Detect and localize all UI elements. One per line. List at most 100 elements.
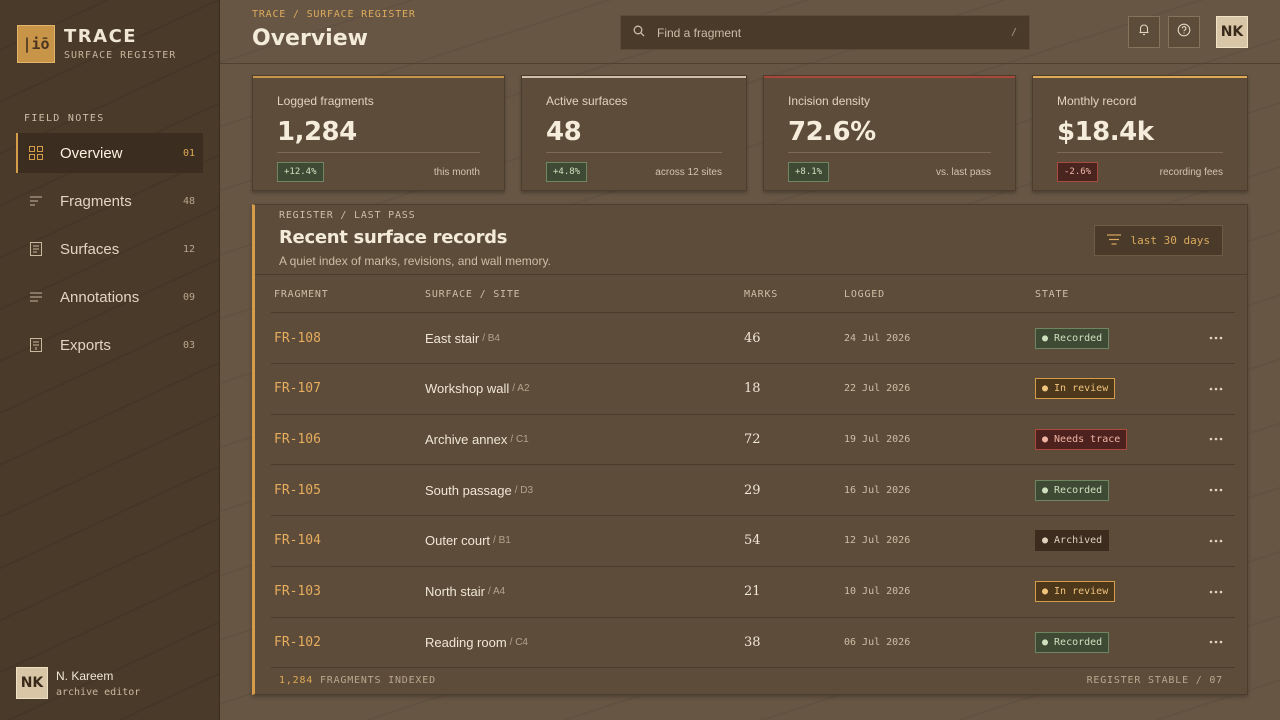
sidebar: |iō TRACE SURFACE REGISTER FIELD NOTES O… — [0, 0, 220, 720]
fragment-id-link[interactable]: FR-105 — [274, 482, 321, 498]
page-title: Overview — [252, 26, 368, 51]
row-more-button[interactable] — [1207, 516, 1225, 566]
status-badge: ● Recorded — [1035, 631, 1110, 653]
stat-card-active-surfaces: Active surfaces 48 +4.8% across 12 sites — [521, 75, 747, 191]
surface-name: Reading room — [425, 634, 507, 650]
sidebar-item-annotations[interactable]: Annotations 09 — [16, 277, 203, 317]
surface-name: Workshop wall — [425, 381, 510, 397]
status-badge: ● Recorded — [1035, 479, 1110, 501]
brand[interactable]: |iō TRACE SURFACE REGISTER — [17, 25, 176, 63]
column-header-surface[interactable]: SURFACE / SITE — [425, 289, 521, 300]
row-more-button[interactable] — [1207, 364, 1225, 414]
account-avatar[interactable]: NK — [1216, 16, 1248, 48]
sidebar-item-label: Surfaces — [60, 240, 120, 258]
state-cell: ● In review — [1035, 567, 1116, 617]
surface-cell: South passage / D3 — [425, 465, 533, 515]
card-accent — [522, 76, 746, 78]
marks-count: 38 — [744, 634, 761, 650]
sidebar-item-surfaces[interactable]: Surfaces 12 — [16, 229, 203, 269]
table-row[interactable]: FR-105 South passage / D3 29 16 Jul 2026 ● Re… — [271, 465, 1235, 517]
sidebar-item-count: 09 — [182, 291, 195, 303]
state-cell: ● Recorded — [1035, 313, 1110, 363]
stat-value: 1,284 — [277, 117, 357, 147]
row-more-button[interactable] — [1207, 617, 1225, 667]
surface-name: Archive annex — [425, 431, 508, 447]
sidebar-item-overview[interactable]: Overview 01 — [16, 133, 203, 173]
register-status: REGISTER STABLE / 07 — [1086, 675, 1223, 686]
marks-count: 29 — [744, 482, 761, 498]
fragment-id-link[interactable]: FR-106 — [274, 431, 321, 447]
indexed-label: FRAGMENTS INDEXED — [319, 675, 436, 686]
sidebar-item-count: 03 — [182, 339, 195, 351]
site-code: / B1 — [493, 535, 511, 547]
logged-date: 19 Jul 2026 — [844, 433, 911, 445]
fragment-id-link[interactable]: FR-102 — [274, 634, 321, 650]
lines-icon — [28, 289, 44, 305]
site-code: / B4 — [482, 332, 500, 344]
status-badge: ● In review — [1035, 581, 1116, 602]
user-profile[interactable]: NK N. Kareem archive editor — [16, 667, 140, 699]
brand-title: TRACE — [64, 26, 138, 47]
fragment-id-link[interactable]: FR-107 — [274, 381, 321, 397]
stat-note: this month — [433, 166, 480, 178]
notifications-button[interactable] — [1128, 16, 1160, 48]
stat-card-monthly-record: Monthly record $18.4k -2.6% recording fe… — [1032, 75, 1248, 191]
stat-label: Active surfaces — [546, 94, 628, 108]
surface-cell: Reading room / C4 — [425, 617, 528, 667]
card-accent — [1033, 76, 1247, 78]
surface-cell: East stair / B4 — [425, 313, 500, 363]
fragment-id-link[interactable]: FR-104 — [274, 533, 321, 549]
table-row[interactable]: FR-102 Reading room / C4 38 06 Jul 2026 ● Rec… — [271, 617, 1235, 669]
site-code: / C1 — [510, 433, 529, 445]
stat-label: Monthly record — [1057, 94, 1137, 108]
state-cell: ● Recorded — [1035, 465, 1110, 515]
panel-footer: 1,284 FRAGMENTS INDEXED REGISTER STABLE … — [279, 675, 1223, 686]
stat-delta: -2.6% — [1057, 162, 1099, 182]
logged-date: 22 Jul 2026 — [844, 383, 911, 395]
date-filter-button[interactable]: last 30 days — [1093, 225, 1223, 256]
nav-section-label: FIELD NOTES — [24, 113, 105, 124]
stat-value: 48 — [546, 117, 582, 147]
stat-note: vs. last pass — [935, 166, 991, 178]
state-cell: ● In review — [1035, 364, 1116, 414]
search-box[interactable]: / — [620, 15, 1030, 50]
surface-name: North stair — [425, 584, 485, 599]
records-panel: REGISTER / LAST PASS Recent surface reco… — [252, 204, 1248, 695]
help-button[interactable] — [1168, 16, 1200, 48]
stat-card-logged-fragments: Logged fragments 1,284 +12.4% this month — [252, 75, 505, 191]
marks-count: 54 — [744, 533, 761, 549]
sidebar-item-label: Annotations — [60, 288, 140, 306]
site-code: / D3 — [514, 484, 534, 496]
column-header-state[interactable]: STATE — [1035, 289, 1070, 300]
table-row[interactable]: FR-106 Archive annex / C1 72 19 Jul 2026 ● Ne… — [271, 414, 1235, 466]
fragment-id-link[interactable]: FR-103 — [274, 584, 321, 599]
column-header-marks[interactable]: MARKS — [744, 289, 779, 300]
table-row[interactable]: FR-107 Workshop wall / A2 18 22 Jul 2026 ● In… — [271, 364, 1235, 415]
marks-count: 21 — [744, 584, 761, 599]
sidebar-nav: Overview 01 Fragments 48 Surfaces 12 Ann… — [16, 133, 203, 373]
column-header-logged[interactable]: LOGGED — [844, 289, 885, 300]
row-more-button[interactable] — [1207, 313, 1225, 363]
search-input[interactable] — [657, 25, 1011, 40]
surface-cell: Archive annex / C1 — [425, 414, 529, 464]
document-icon — [28, 241, 44, 257]
row-more-button[interactable] — [1207, 567, 1225, 617]
user-role: archive editor — [56, 686, 141, 698]
fragments-list-icon — [28, 193, 44, 209]
fragment-id-link[interactable]: FR-108 — [274, 330, 321, 346]
marks-count: 18 — [744, 381, 761, 397]
column-header-fragment[interactable]: FRAGMENT — [274, 289, 329, 300]
panel-breadcrumb: REGISTER / LAST PASS — [279, 210, 416, 221]
table-row[interactable]: FR-108 East stair / B4 46 24 Jul 2026 ● Recor… — [271, 313, 1235, 364]
sidebar-item-exports[interactable]: Exports 03 — [16, 325, 203, 365]
table-row[interactable]: FR-104 Outer court / B1 54 12 Jul 2026 ● Arch… — [271, 516, 1235, 567]
row-more-button[interactable] — [1207, 414, 1225, 464]
table-row[interactable]: FR-103 North stair / A4 21 10 Jul 2026 ● In r… — [271, 567, 1235, 618]
more-horizontal-icon — [1209, 539, 1223, 543]
surface-name: Outer court — [425, 533, 491, 549]
search-shortcut: / — [1010, 27, 1017, 38]
sidebar-item-fragments[interactable]: Fragments 48 — [16, 181, 203, 221]
row-more-button[interactable] — [1207, 465, 1225, 515]
status-badge: ● In review — [1035, 378, 1116, 400]
main-content: TRACE / SURFACE REGISTER Overview / NK L… — [220, 0, 1280, 720]
